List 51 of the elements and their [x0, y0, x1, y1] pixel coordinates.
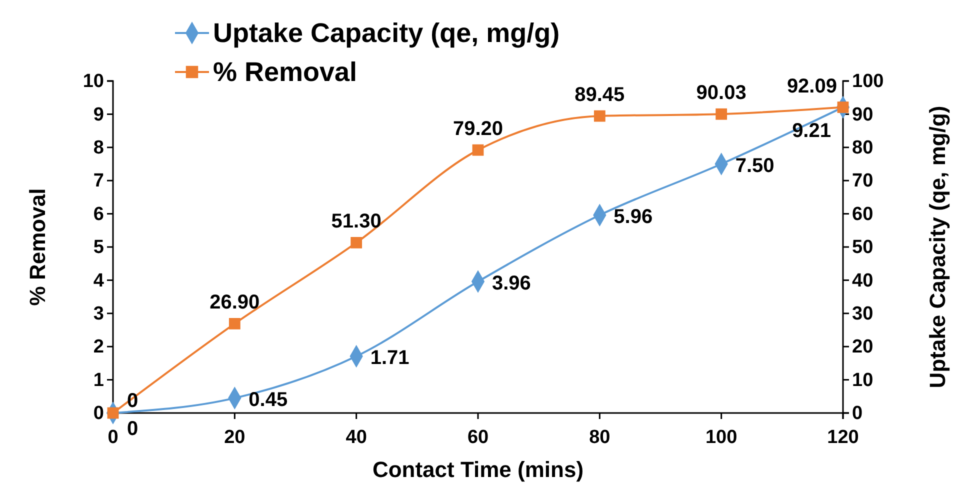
y-tick-label: 3: [93, 303, 104, 324]
y2-tick-label: 50: [852, 237, 874, 258]
x-tick-label: 100: [705, 426, 738, 448]
data-label: 3.96: [492, 272, 531, 295]
data-label: 9.21: [792, 120, 831, 142]
data-label: 5.96: [614, 206, 653, 228]
y2-tick-label: 90: [852, 104, 874, 126]
y2-tick-label: 20: [852, 336, 874, 358]
y-tick-label: 10: [82, 71, 104, 92]
y-tick-label: 7: [93, 170, 104, 192]
data-label: 26.90: [210, 292, 260, 314]
point: [228, 318, 240, 330]
y2-tick-label: 70: [852, 170, 874, 192]
point: [472, 144, 484, 156]
x-tick-label: 120: [827, 426, 859, 448]
y2-tick-label: 100: [852, 71, 884, 92]
y2-tick-label: 60: [852, 204, 874, 225]
y-tick-label: 0: [93, 403, 104, 424]
legend-label: % Removal: [213, 57, 358, 87]
y-tick-label: 6: [93, 204, 104, 225]
x-tick-label: 0: [108, 426, 118, 448]
y-tick-label: 4: [93, 270, 104, 292]
y-tick-label: 2: [93, 336, 104, 358]
y2-tick-label: 80: [852, 137, 874, 158]
data-label: 0.45: [248, 389, 288, 412]
y2-axis-title: Uptake Capacity (qe, mg/g): [925, 106, 950, 388]
y-tick-label: 5: [93, 237, 104, 258]
data-label: 90.03: [696, 82, 746, 104]
y-tick-label: 8: [93, 137, 104, 158]
data-label: 89.45: [574, 84, 625, 106]
legend-label: Uptake Capacity (qe, mg/g): [213, 18, 560, 48]
data-label: 1.71: [370, 347, 410, 370]
y-axis-title: % Removal: [25, 188, 50, 306]
y-tick-label: 1: [93, 370, 104, 391]
y2-tick-label: 10: [852, 370, 874, 391]
y-tick-label: 9: [93, 104, 104, 126]
data-label: 51.30: [331, 210, 382, 233]
data-label: 7.50: [735, 155, 774, 177]
x-tick-label: 80: [589, 426, 610, 448]
x-tick-label: 60: [467, 426, 489, 448]
y2-tick-label: 30: [852, 303, 874, 324]
data-label: 92.09: [786, 75, 837, 98]
x-axis-title: Contact Time (mins): [372, 457, 584, 482]
x-tick-label: 40: [346, 426, 367, 448]
point: [716, 108, 728, 120]
y2-tick-label: 0: [852, 403, 863, 424]
y2-tick-label: 40: [852, 270, 874, 292]
data-label: 79.20: [452, 118, 504, 140]
point: [594, 110, 606, 122]
point: [350, 236, 362, 248]
x-tick-label: 20: [224, 426, 246, 448]
